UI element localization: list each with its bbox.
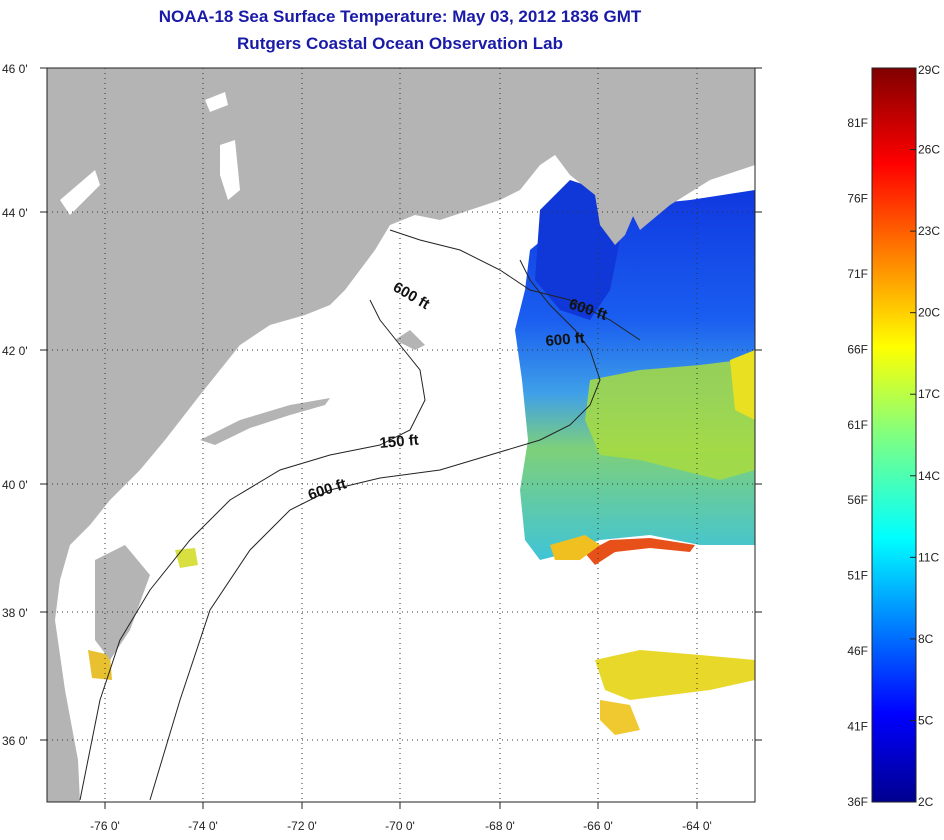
- contour-600ft-gulf-line: [389, 229, 641, 341]
- sst-warm-band: [585, 355, 755, 480]
- lat-label-46: 46 0': [2, 62, 28, 76]
- colorbar-celsius-label: 29C: [918, 63, 940, 77]
- colorbar-fahrenheit-label: 76F: [847, 191, 868, 205]
- lat-label-36: 36 0': [2, 734, 28, 748]
- colorbar-celsius-label: 8C: [918, 632, 934, 646]
- land-cape-cod: [395, 330, 425, 350]
- sst-gulf-stream-edge: [585, 538, 695, 565]
- colorbar-celsius-label: 26C: [918, 143, 940, 157]
- lat-label-44: 44 0': [2, 206, 28, 220]
- colorbar-labels: 29C 26C 23C 20C 17C 14C 11C 8C 5C 2C 81F 76F 71F 66F 6…: [847, 63, 940, 809]
- grid-lines: [47, 68, 755, 802]
- colorbar-celsius-label: 14C: [918, 469, 940, 483]
- contour-label-150ft: 150 ft: [379, 432, 420, 452]
- contour-600ft-line: [149, 259, 601, 801]
- map-subtitle: Rutgers Coastal Ocean Observation Lab: [237, 34, 563, 53]
- lon-label-66: -66 0': [583, 819, 613, 833]
- colorbar-fahrenheit-label: 36F: [847, 795, 868, 809]
- lon-label-74: -74 0': [188, 819, 218, 833]
- lon-label-70: -70 0': [385, 819, 415, 833]
- sst-coastal-patch-1: [175, 548, 198, 568]
- colorbar-gradient: [871, 67, 917, 803]
- lake-3: [60, 170, 100, 215]
- land-delmarva: [95, 545, 150, 660]
- lat-label-38: 38 0': [2, 606, 28, 620]
- sst-yellow-patch: [730, 350, 755, 420]
- colorbar-fahrenheit-label: 66F: [847, 342, 868, 356]
- colorbar-fahrenheit-label: 71F: [847, 267, 868, 281]
- colorbar-celsius-label: 2C: [918, 795, 934, 809]
- lake-1: [205, 92, 228, 112]
- lon-label-64: -64 0': [682, 819, 712, 833]
- lon-label-72: -72 0': [287, 819, 317, 833]
- land-nova-scotia: [620, 130, 755, 230]
- lat-label-40: 40 0': [2, 478, 28, 492]
- colorbar-fahrenheit-label: 61F: [847, 418, 868, 432]
- sst-coastal-patch-2: [88, 650, 112, 680]
- colorbar-fahrenheit-label: 46F: [847, 644, 868, 658]
- colorbar-fahrenheit-label: 81F: [847, 116, 868, 130]
- colorbar-celsius-label: 11C: [918, 550, 939, 564]
- lon-label-68: -68 0': [485, 819, 515, 833]
- lon-label-76: -76 0': [90, 819, 120, 833]
- temperature-colorbar: 29C 26C 23C 20C 17C 14C 11C 8C 5C 2C 81F 76F 71F 66F 6…: [847, 63, 940, 809]
- colorbar-fahrenheit-label: 56F: [847, 493, 868, 507]
- colorbar-celsius-label: 5C: [918, 713, 934, 727]
- land-long-island: [200, 398, 330, 445]
- colorbar-celsius-label: 20C: [918, 306, 940, 320]
- map-title: NOAA-18 Sea Surface Temperature: May 03,…: [158, 7, 642, 26]
- colorbar-celsius-label: 17C: [918, 387, 940, 401]
- sst-south-patches-2: [600, 700, 640, 735]
- colorbar-celsius-label: 23C: [918, 224, 940, 238]
- lat-label-42: 42 0': [2, 344, 28, 358]
- colorbar-fahrenheit-label: 41F: [847, 720, 868, 734]
- map-frame: [46, 67, 756, 803]
- contour-150ft-line: [79, 299, 426, 801]
- sst-south-patches: [595, 650, 755, 700]
- tick-marks: [40, 67, 762, 809]
- land-mass: [47, 68, 755, 802]
- sst-gulf-stream-yellow: [550, 535, 600, 560]
- sst-map: 46 0' 44 0' 42 0' 40 0' 38 0' 36 0' -76 …: [2, 62, 762, 833]
- colorbar-fahrenheit-label: 51F: [847, 569, 868, 583]
- contour-label-600ft-e: 600 ft: [545, 330, 586, 350]
- colorbar-ticks: [910, 67, 916, 803]
- lake-2: [220, 140, 240, 200]
